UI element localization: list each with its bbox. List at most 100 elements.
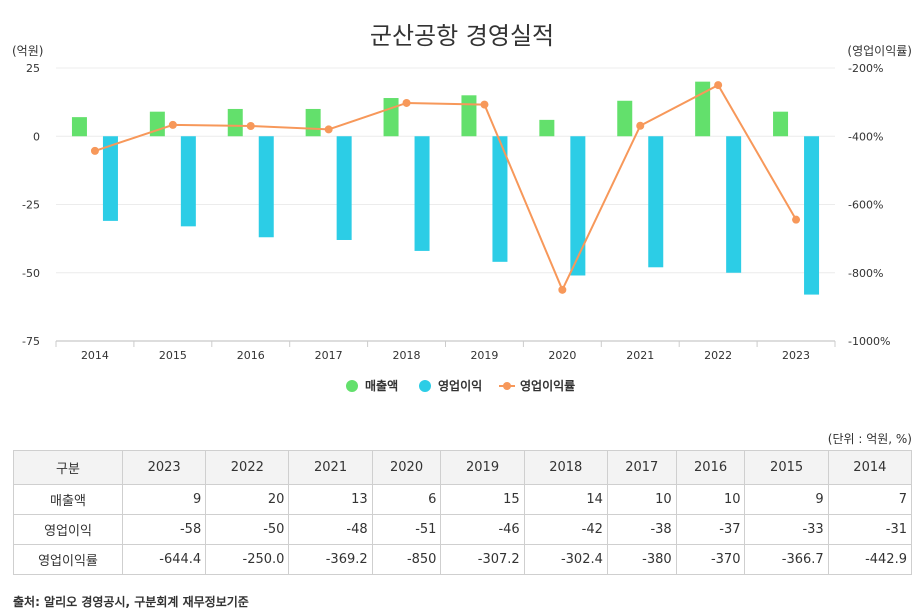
table-cell: 15	[440, 484, 525, 515]
legend-label: 영업이익률	[520, 378, 575, 393]
table-row-label: 매출액	[13, 484, 123, 515]
table-cell: -50	[205, 514, 290, 545]
table-cell: 20	[205, 484, 290, 515]
line-point	[636, 121, 645, 130]
y-left-tick-label: 0	[33, 130, 40, 143]
y-left-label: (억원)	[12, 44, 43, 58]
data-table: 구분 2023 2022 2021 2020 2019 2018 2017 20…	[13, 450, 913, 575]
bar	[726, 136, 742, 273]
x-tick-label: 2022	[704, 349, 732, 362]
table-cell: 6	[371, 484, 442, 515]
line-point	[558, 285, 567, 294]
bar	[539, 119, 555, 137]
line-point	[714, 81, 723, 90]
bar	[180, 136, 196, 227]
table-header-cell: 2019	[440, 450, 525, 485]
bar	[570, 136, 586, 276]
table-cell: -58	[121, 514, 207, 545]
x-tick-label: 2023	[782, 349, 810, 362]
table-header-cell: 2021	[288, 450, 373, 485]
table-cell: -250.0	[205, 544, 290, 575]
table-header-cell: 2014	[827, 450, 913, 485]
x-tick-label: 2020	[548, 349, 576, 362]
bar	[414, 136, 430, 251]
legend-label: 매출액	[365, 378, 398, 393]
y-right-label: (영업이익률)	[847, 44, 912, 58]
source-note: 출처: 알리오 경영공시, 구분회계 재무정보기준	[13, 595, 249, 609]
table-cell: -442.9	[827, 544, 913, 575]
y-right-tick-label: -400%	[848, 130, 883, 143]
line-point	[402, 98, 411, 107]
bar	[383, 98, 399, 137]
bar	[102, 136, 118, 221]
legend-label: 영업이익	[438, 378, 482, 393]
table-row-label: 영업이익률	[13, 544, 123, 575]
table-cell: 9	[121, 484, 207, 515]
table-header-cell: 2023	[121, 450, 207, 485]
table-header-cell: 2016	[675, 450, 746, 485]
y-left-tick-label: -50	[22, 267, 40, 280]
bar	[227, 108, 243, 137]
y-right-tick-label: -800%	[848, 267, 883, 280]
table-row-label: 영업이익	[13, 514, 123, 545]
y-right-tick-label: -600%	[848, 199, 883, 212]
table-cell: 9	[744, 484, 829, 515]
bar	[336, 136, 352, 240]
bar	[648, 136, 664, 268]
chart-title: 군산공항 경영실적	[370, 22, 554, 50]
table-cell: -38	[606, 514, 677, 545]
x-tick-label: 2016	[237, 349, 265, 362]
line-point	[480, 100, 489, 109]
table-header-cell: 2017	[606, 450, 677, 485]
table-header-cell: 구분	[13, 450, 123, 485]
table-cell: -37	[675, 514, 746, 545]
y-right-tick-label: -1000%	[848, 335, 890, 348]
legend-marker	[419, 380, 431, 392]
y-left-tick-label: 25	[26, 62, 40, 75]
bar	[804, 136, 820, 295]
legend-marker	[503, 382, 511, 390]
table-cell: -48	[288, 514, 373, 545]
x-tick-label: 2018	[393, 349, 421, 362]
bar	[258, 136, 274, 238]
table-row-revenue: 매출액 9 20 13 6 15 14 10 10 9 7	[13, 484, 913, 515]
bar	[617, 100, 633, 137]
bar	[149, 111, 165, 137]
table-cell: -33	[744, 514, 829, 545]
bar	[461, 95, 477, 137]
table-cell: 13	[288, 484, 373, 515]
table-cell: -31	[827, 514, 913, 545]
y-left-tick-label: -75	[22, 335, 40, 348]
table-cell: 10	[675, 484, 746, 515]
table-cell: -370	[675, 544, 746, 575]
x-tick-label: 2017	[315, 349, 343, 362]
y-left-tick-label: -25	[22, 199, 40, 212]
table-header-cell: 2020	[371, 450, 442, 485]
x-tick-label: 2019	[470, 349, 498, 362]
legend-marker	[346, 380, 358, 392]
table-cell: -644.4	[121, 544, 207, 575]
bar	[773, 111, 789, 137]
table-row-operating-margin: 영업이익률 -644.4 -250.0 -369.2 -850 -307.2 -…	[13, 544, 913, 575]
line-point	[792, 215, 801, 224]
table-cell: -850	[371, 544, 442, 575]
y-right-tick-label: -200%	[848, 62, 883, 75]
x-tick-label: 2014	[81, 349, 109, 362]
chart: 군산공항 경영실적 (억원) (영업이익률) 25 0 -25 -50 -75 -200…	[12, 22, 912, 393]
table-cell: -42	[523, 514, 608, 545]
bar	[71, 117, 87, 137]
table-header-cell: 2015	[744, 450, 829, 485]
table-cell: -46	[440, 514, 525, 545]
table-cell: -380	[606, 544, 677, 575]
table-cell: -366.7	[744, 544, 829, 575]
x-tick-label: 2021	[626, 349, 654, 362]
line-point	[90, 146, 99, 155]
x-tick-label: 2015	[159, 349, 187, 362]
unit-label: (단위 : 억원, %)	[827, 432, 912, 446]
table-cell: 7	[827, 484, 913, 515]
line-point	[324, 125, 333, 134]
table-cell: 14	[523, 484, 608, 515]
table-cell: -369.2	[288, 544, 373, 575]
table-cell: -302.4	[523, 544, 608, 575]
table-cell: -307.2	[440, 544, 525, 575]
